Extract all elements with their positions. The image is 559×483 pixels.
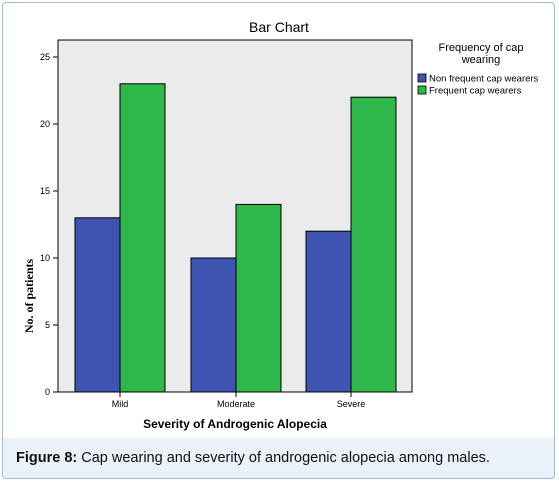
x-tick-label-moderate: Moderate: [217, 399, 255, 409]
bar-moderate-series-0: [190, 257, 237, 393]
legend-swatch-0: [417, 73, 427, 83]
bar-mild-series-1: [119, 83, 166, 393]
y-tick-label-4: 20: [40, 119, 50, 129]
y-tick-label-1: 5: [45, 320, 50, 330]
legend-label-1: Frequent cap wearers: [429, 86, 522, 97]
caption-band: [3, 438, 554, 478]
legend-swatch-1: [417, 85, 427, 95]
bar-mild-series-0: [74, 217, 121, 393]
legend-label-0: Non frequent cap wearers: [429, 74, 539, 85]
bar-severe-series-0: [305, 230, 352, 393]
figure-caption: Figure 8: Cap wearing and severity of an…: [16, 450, 490, 466]
legend-title-line-1: wearing: [461, 54, 501, 66]
figure-caption-text: Cap wearing and severity of androgenic a…: [77, 450, 490, 466]
y-tick-label-0: 0: [45, 387, 50, 397]
x-axis-label: Severity of Androgenic Alopecia: [143, 417, 327, 431]
x-axis: Mild Moderate Severe: [112, 392, 366, 409]
y-tick-label-2: 10: [40, 253, 50, 263]
x-tick-label-severe: Severe: [337, 399, 366, 409]
legend-title-line-0: Frequency of cap: [439, 42, 524, 54]
figure-label: Figure 8:: [16, 450, 78, 466]
y-axis: 0 5 10 15 20 25: [40, 52, 58, 397]
y-tick-label-3: 15: [40, 186, 50, 196]
x-tick-label-mild: Mild: [112, 399, 129, 409]
y-axis-label: No. of patients: [22, 259, 36, 334]
bar-severe-series-1: [350, 96, 397, 393]
chart-title: Bar Chart: [249, 19, 309, 35]
bar-moderate-series-1: [235, 203, 282, 393]
bars-group: [74, 83, 397, 393]
y-tick-label-5: 25: [40, 52, 50, 62]
